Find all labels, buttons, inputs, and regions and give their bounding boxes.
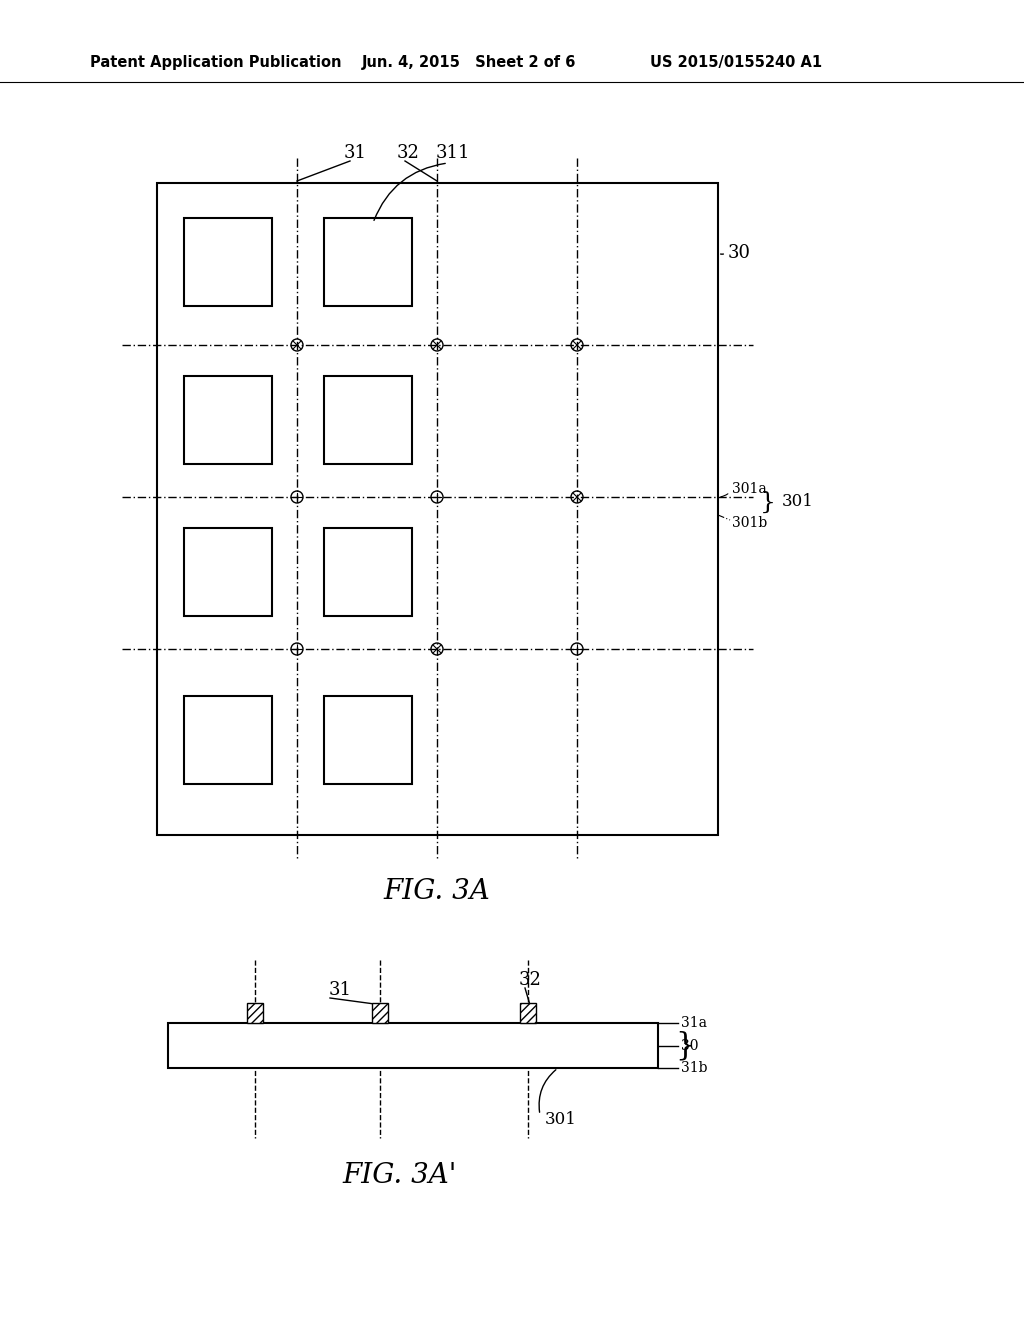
Bar	[184, 218, 272, 306]
Text: 30: 30	[681, 1039, 698, 1052]
Text: 31a: 31a	[681, 1016, 707, 1030]
Bar	[184, 528, 272, 616]
Text: US 2015/0155240 A1: US 2015/0155240 A1	[650, 55, 822, 70]
Text: 301b: 301b	[732, 516, 767, 531]
Text: 32: 32	[518, 972, 542, 989]
Text: }: }	[675, 1030, 694, 1061]
Bar	[324, 218, 412, 306]
Text: FIG. 3A': FIG. 3A'	[343, 1162, 457, 1189]
Text: 31: 31	[329, 981, 351, 999]
Bar	[324, 528, 412, 616]
Bar	[157, 183, 718, 836]
Text: 301: 301	[545, 1111, 577, 1129]
Bar	[520, 1003, 536, 1023]
Text: Patent Application Publication: Patent Application Publication	[90, 55, 341, 70]
Bar	[184, 376, 272, 465]
Text: 301a: 301a	[732, 482, 767, 496]
Text: 31b: 31b	[681, 1061, 708, 1074]
Text: 30: 30	[728, 244, 751, 261]
Bar	[247, 1003, 263, 1023]
Bar	[372, 1003, 388, 1023]
Text: 311: 311	[436, 144, 470, 162]
Bar	[168, 1023, 658, 1068]
Text: 32: 32	[396, 144, 420, 162]
Bar	[324, 376, 412, 465]
Text: 301: 301	[782, 494, 814, 511]
Text: 31: 31	[343, 144, 367, 162]
FancyArrowPatch shape	[374, 164, 445, 220]
FancyArrowPatch shape	[539, 1069, 556, 1113]
Bar	[184, 696, 272, 784]
Text: FIG. 3A: FIG. 3A	[384, 878, 490, 906]
Text: }: }	[760, 491, 776, 513]
Text: Jun. 4, 2015   Sheet 2 of 6: Jun. 4, 2015 Sheet 2 of 6	[362, 55, 577, 70]
Bar	[324, 696, 412, 784]
